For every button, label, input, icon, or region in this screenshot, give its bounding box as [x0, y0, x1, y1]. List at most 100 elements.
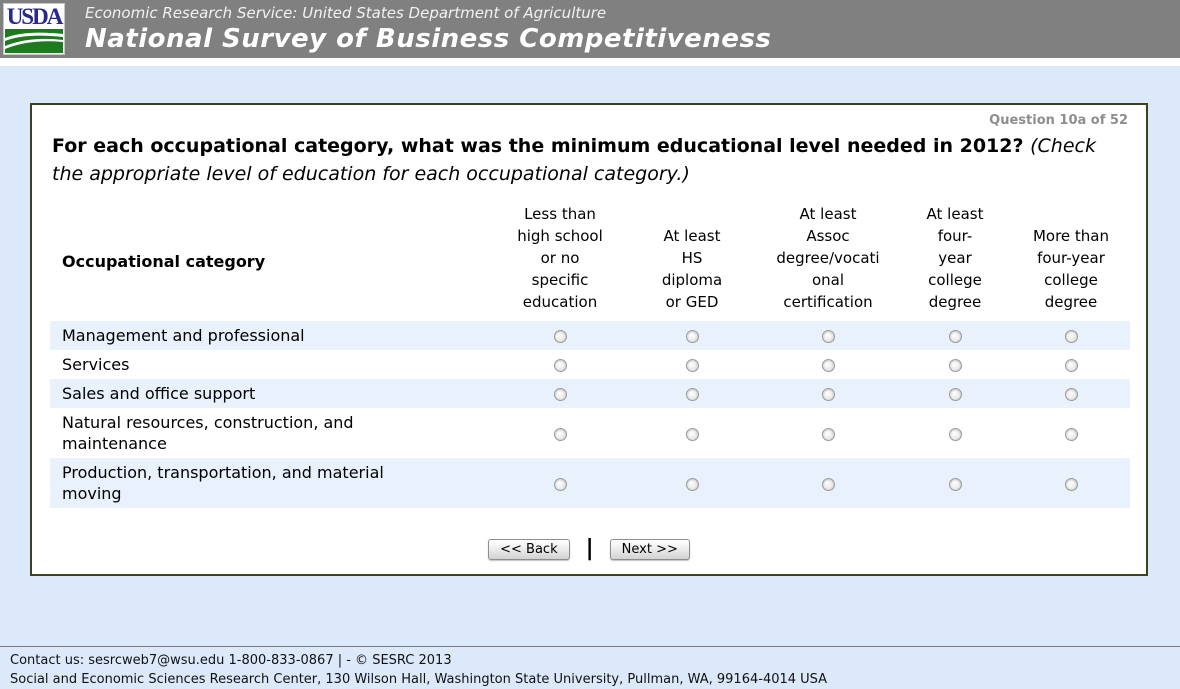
radio-cell: [494, 379, 626, 408]
column-header-less-than-high-school: Less than high school or no specific edu…: [494, 202, 626, 321]
radio-sales-and-office-support--hs-diploma-or-ged[interactable]: [685, 388, 699, 401]
radio-cell: [758, 379, 898, 408]
row-label-cell: Services: [50, 350, 494, 379]
question-title: For each occupational category, what was…: [52, 132, 1122, 188]
column-header-text: At least HS diploma or GED: [661, 227, 723, 311]
radio-sales-and-office-support--assoc-degree-vocational-certification[interactable]: [821, 388, 835, 401]
radio-production-transportation-material-moving--four-year-college-degree[interactable]: [948, 477, 962, 491]
radio-sales-and-office-support--less-than-high-school[interactable]: [553, 388, 567, 401]
column-header-four-year-college-degree: At least four-year college degree: [898, 202, 1012, 321]
column-header-assoc-degree-vocational-certification: At least Assoc degree/vocational certifi…: [758, 202, 898, 321]
radio-cell: [898, 379, 1012, 408]
table-row: Management and professional: [50, 321, 1130, 350]
back-button[interactable]: << Back: [488, 538, 570, 560]
content-area: Question 10a of 52 For each occupational…: [0, 103, 1180, 576]
radio-management-and-professional--four-year-college-degree[interactable]: [948, 330, 962, 343]
radio-natural-resources-construction-maintenance--hs-diploma-or-ged[interactable]: [685, 427, 699, 441]
nav-buttons: << Back | Next >>: [50, 538, 1128, 560]
radio-cell: [1012, 408, 1130, 458]
row-label: Sales and office support: [62, 384, 256, 403]
radio-services--hs-diploma-or-ged[interactable]: [685, 359, 699, 372]
radio-services--assoc-degree-vocational-certification[interactable]: [821, 359, 835, 372]
site-footer: Contact us: sesrcweb7@wsu.edu 1-800-833-…: [0, 646, 1180, 689]
radio-management-and-professional--hs-diploma-or-ged[interactable]: [685, 330, 699, 343]
education-matrix: Occupational category Less than high sch…: [50, 202, 1130, 508]
radio-cell: [494, 408, 626, 458]
radio-cell: [758, 408, 898, 458]
column-header-category: Occupational category: [62, 252, 266, 271]
row-label: Production, transportation, and material…: [62, 463, 384, 503]
question-instruction: (Check the appropriate level of educatio…: [52, 135, 1096, 185]
usda-logo: USDA: [3, 3, 65, 55]
row-label: Management and professional: [62, 326, 305, 345]
radio-services--less-than-high-school[interactable]: [553, 359, 567, 372]
radio-natural-resources-construction-maintenance--less-than-high-school[interactable]: [553, 427, 567, 441]
radio-cell: [758, 350, 898, 379]
column-header-hs-diploma-or-ged: At least HS diploma or GED: [626, 202, 758, 321]
radio-cell: [758, 458, 898, 508]
agency-line: Economic Research Service: United States…: [85, 4, 607, 22]
footer-contact-line: Contact us: sesrcweb7@wsu.edu 1-800-833-…: [10, 653, 452, 668]
radio-cell: [626, 458, 758, 508]
column-header-more-than-four-year-college-degree: More than four-year college degree: [1012, 202, 1130, 321]
radio-cell: [898, 458, 1012, 508]
table-row: Sales and office support: [50, 379, 1130, 408]
radio-cell: [626, 408, 758, 458]
row-label-cell: Production, transportation, and material…: [50, 458, 494, 508]
button-separator: |: [585, 536, 594, 561]
question-progress: Question 10a of 52: [989, 113, 1128, 128]
matrix-header-row: Occupational category Less than high sch…: [50, 202, 1130, 321]
header-text: Economic Research Service: United States…: [0, 0, 1180, 54]
radio-cell: [758, 321, 898, 350]
column-header-text: More than four-year college degree: [1032, 227, 1110, 311]
radio-sales-and-office-support--more-than-four-year-college-degree[interactable]: [1064, 388, 1078, 401]
radio-sales-and-office-support--four-year-college-degree[interactable]: [948, 388, 962, 401]
education-matrix-body: Management and professional Services Sal…: [50, 321, 1130, 508]
radio-cell: [494, 458, 626, 508]
radio-management-and-professional--less-than-high-school[interactable]: [553, 330, 567, 343]
question-panel: Question 10a of 52 For each occupational…: [30, 103, 1148, 576]
radio-natural-resources-construction-maintenance--assoc-degree-vocational-certification[interactable]: [821, 427, 835, 441]
radio-cell: [1012, 379, 1130, 408]
radio-services--four-year-college-degree[interactable]: [948, 359, 962, 372]
radio-production-transportation-material-moving--less-than-high-school[interactable]: [553, 477, 567, 491]
next-button[interactable]: Next >>: [609, 538, 690, 560]
radio-cell: [1012, 321, 1130, 350]
row-label: Services: [62, 355, 130, 374]
radio-cell: [626, 350, 758, 379]
radio-production-transportation-material-moving--more-than-four-year-college-degree[interactable]: [1064, 477, 1078, 491]
footer-address-line: Social and Economic Sciences Research Ce…: [10, 672, 828, 687]
radio-cell: [494, 350, 626, 379]
radio-cell: [626, 379, 758, 408]
radio-cell: [1012, 458, 1130, 508]
radio-cell: [626, 321, 758, 350]
site-header: USDA Economic Research Service: United S…: [0, 0, 1180, 58]
table-row: Natural resources, construction, and mai…: [50, 408, 1130, 458]
row-label-cell: Sales and office support: [50, 379, 494, 408]
table-row: Services: [50, 350, 1130, 379]
row-label: Natural resources, construction, and mai…: [62, 413, 354, 453]
table-row: Production, transportation, and material…: [50, 458, 1130, 508]
radio-cell: [898, 350, 1012, 379]
radio-cell: [494, 321, 626, 350]
radio-management-and-professional--more-than-four-year-college-degree[interactable]: [1064, 330, 1078, 343]
usda-swoosh-icon: [5, 29, 63, 53]
radio-natural-resources-construction-maintenance--more-than-four-year-college-degree[interactable]: [1064, 427, 1078, 441]
radio-production-transportation-material-moving--hs-diploma-or-ged[interactable]: [685, 477, 699, 491]
radio-services--more-than-four-year-college-degree[interactable]: [1064, 359, 1078, 372]
column-header-text: Less than high school or no specific edu…: [517, 205, 603, 311]
usda-logo-text: USDA: [6, 4, 64, 29]
radio-cell: [1012, 350, 1130, 379]
radio-cell: [898, 321, 1012, 350]
radio-cell: [898, 408, 1012, 458]
column-header-text: At least Assoc degree/vocational certifi…: [776, 205, 880, 311]
column-header-text: At least four-year college degree: [926, 205, 984, 311]
row-label-cell: Management and professional: [50, 321, 494, 350]
survey-title: National Survey of Business Competitiven…: [85, 24, 772, 54]
question-text: For each occupational category, what was…: [52, 135, 1024, 157]
header-divider: [0, 58, 1180, 66]
radio-management-and-professional--assoc-degree-vocational-certification[interactable]: [821, 330, 835, 343]
radio-natural-resources-construction-maintenance--four-year-college-degree[interactable]: [948, 427, 962, 441]
radio-production-transportation-material-moving--assoc-degree-vocational-certification[interactable]: [821, 477, 835, 491]
